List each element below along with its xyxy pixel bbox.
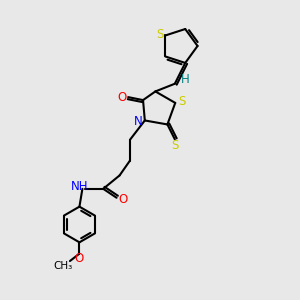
Text: N: N bbox=[134, 116, 143, 128]
Text: S: S bbox=[156, 28, 164, 40]
Text: O: O bbox=[75, 253, 84, 266]
Text: S: S bbox=[178, 95, 185, 108]
Text: O: O bbox=[118, 193, 127, 206]
Text: NH: NH bbox=[71, 180, 88, 193]
Text: O: O bbox=[117, 91, 126, 103]
Text: S: S bbox=[172, 139, 179, 152]
Text: H: H bbox=[181, 73, 190, 86]
Text: CH₃: CH₃ bbox=[54, 261, 73, 272]
